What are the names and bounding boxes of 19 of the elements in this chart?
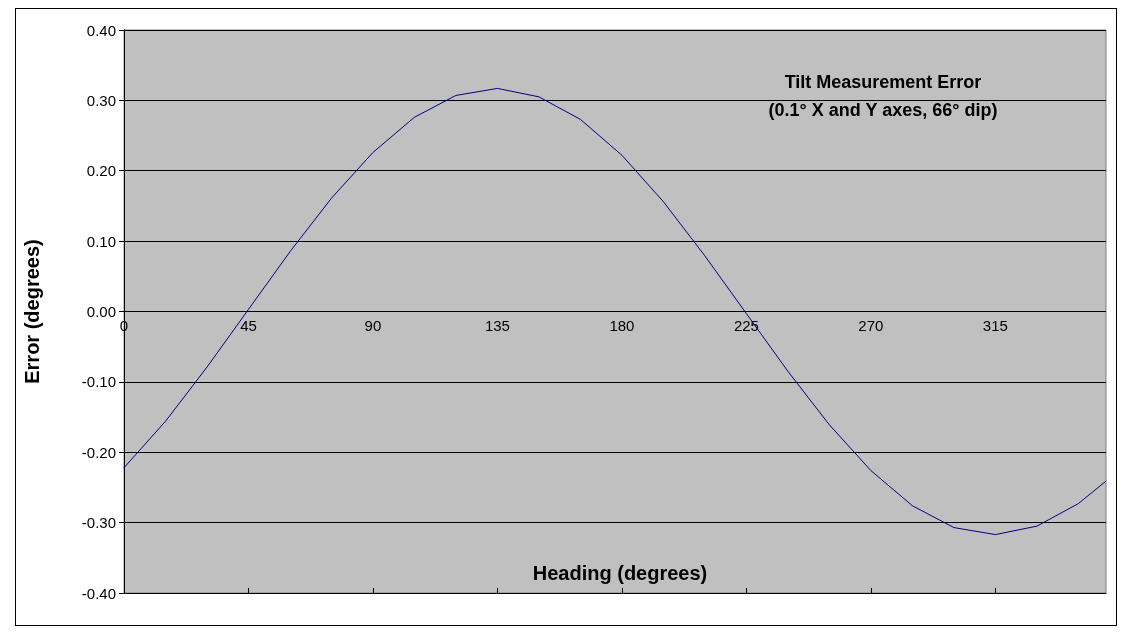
- y-tick-label: -0.10: [81, 373, 116, 391]
- x-tick-label: 315: [982, 316, 1008, 334]
- y-tick-label: -0.30: [81, 514, 116, 532]
- x-tick-label: 90: [364, 316, 382, 334]
- y-tick-label: 0.10: [86, 232, 116, 250]
- y-tick-label: 0.00: [86, 303, 116, 320]
- y-axis-title: Error (degrees): [21, 239, 43, 384]
- x-tick-label: 270: [858, 316, 884, 334]
- y-tick-label: 0.30: [86, 91, 116, 109]
- x-axis-title: Heading (degrees): [532, 562, 708, 584]
- y-tick-label: -0.20: [81, 443, 116, 461]
- x-tick-label: 135: [484, 316, 510, 334]
- x-tick-label: 180: [609, 316, 635, 334]
- text: (0.1° X and Y axes, 66° dip): [768, 100, 998, 120]
- text: Tilt Measurement Error: [784, 72, 982, 92]
- y-tick-label: -0.40: [81, 584, 116, 602]
- x-tick-label: 45: [240, 316, 257, 334]
- y-tick-label: 0.20: [86, 162, 116, 180]
- y-tick-label: 0.40: [86, 21, 116, 39]
